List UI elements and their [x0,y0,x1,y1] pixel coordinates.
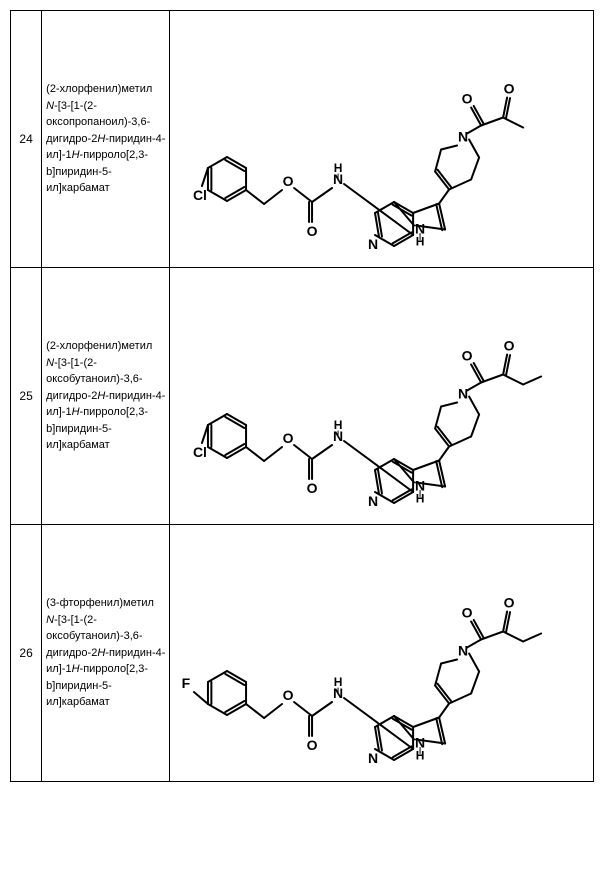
svg-text:H: H [333,418,342,432]
svg-text:N: N [458,386,468,402]
svg-text:Cl: Cl [193,444,207,460]
svg-text:O: O [306,480,317,496]
svg-text:H: H [333,675,342,689]
svg-text:O: O [282,687,293,703]
compound-row: 25(2-хлорфенил)метил N-[3-[1-(2-оксобута… [11,268,594,525]
svg-text:O: O [282,173,293,189]
svg-text:O: O [461,348,472,364]
compound-table: 24(2-хлорфенил)метил N-[3-[1-(2-оксопроп… [10,10,594,782]
compound-row: 26(3-фторфенил)метил N-[3-[1-(2-оксобута… [11,525,594,782]
svg-text:O: O [461,91,472,107]
compound-name: (3-фторфенил)метил N-[3-[1-(2-оксобутано… [42,525,170,782]
compound-structure: ClOONHNNHNOO [170,268,594,525]
compound-structure: ClOONHNNHNOO [170,11,594,268]
svg-text:Cl: Cl [193,187,207,203]
svg-text:O: O [461,605,472,621]
compound-number: 25 [11,268,42,525]
svg-text:N: N [368,493,378,509]
svg-text:N: N [368,236,378,252]
compound-name: (2-хлорфенил)метил N-[3-[1-(2-оксобутано… [42,268,170,525]
svg-text:O: O [503,338,514,354]
svg-text:O: O [282,430,293,446]
svg-text:N: N [458,129,468,145]
compound-name: (2-хлорфенил)метил N-[3-[1-(2-оксопропан… [42,11,170,268]
svg-text:H: H [415,235,424,249]
svg-text:O: O [503,81,514,97]
svg-text:H: H [415,749,424,763]
svg-text:H: H [415,492,424,506]
compound-number: 26 [11,525,42,782]
svg-text:O: O [306,223,317,239]
svg-text:O: O [503,595,514,611]
svg-text:F: F [182,675,191,691]
svg-text:N: N [458,643,468,659]
compound-number: 24 [11,11,42,268]
compound-structure: FOONHNNHNOO [170,525,594,782]
svg-text:N: N [368,750,378,766]
compound-row: 24(2-хлорфенил)метил N-[3-[1-(2-оксопроп… [11,11,594,268]
svg-text:H: H [333,161,342,175]
svg-text:O: O [306,737,317,753]
